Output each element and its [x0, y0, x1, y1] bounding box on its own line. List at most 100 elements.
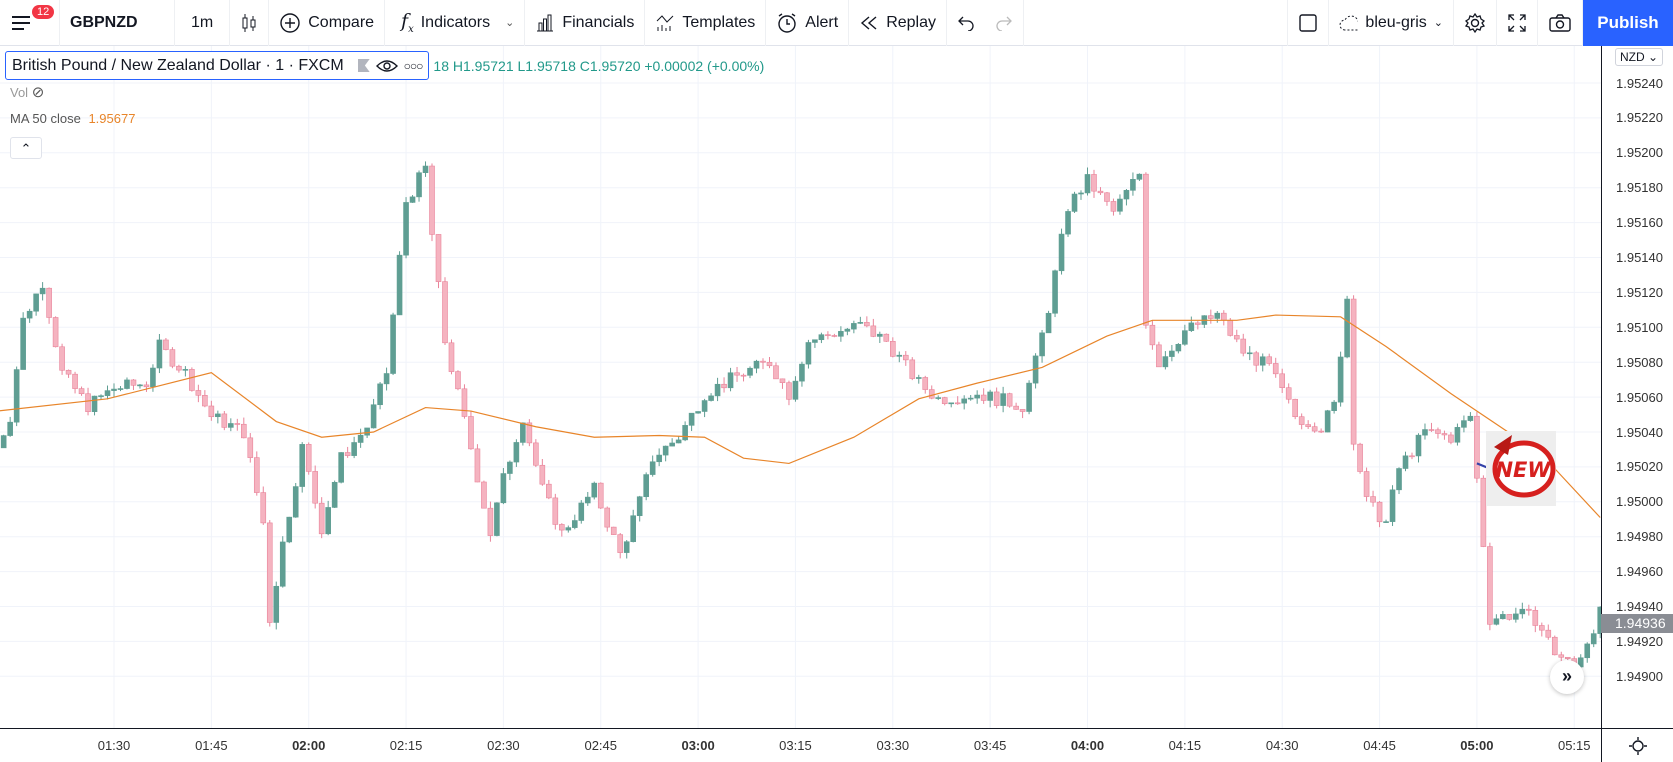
candle-body — [78, 388, 85, 395]
candle-body — [20, 317, 26, 370]
price-axis[interactable]: 1.95240 1.95220 1.95200 1.95180 1.95160 1.951… — [1601, 46, 1673, 728]
layout-toggle-button[interactable] — [1287, 0, 1329, 46]
candle-body — [805, 342, 812, 365]
candle-body — [818, 334, 825, 341]
candle-body — [533, 442, 539, 466]
collapse-legend-button[interactable]: ⌃ — [10, 137, 42, 159]
symbol-search-button[interactable]: GBPNZD — [60, 0, 175, 46]
ma-indicator[interactable]: MA 50 close 1.95677 — [10, 111, 135, 126]
candle-body — [234, 423, 241, 425]
candle-body — [1285, 387, 1292, 400]
current-price-label: 1.94936 — [1601, 614, 1673, 633]
candle-body — [507, 461, 513, 474]
candle-body — [851, 323, 857, 330]
price-tick: 1.94900 — [1616, 668, 1663, 684]
chart-canvas[interactable]: NEW — [0, 46, 1601, 728]
candle-body — [571, 520, 578, 528]
candle-body — [766, 361, 773, 367]
candle-body — [513, 442, 520, 463]
candle-body — [1376, 501, 1383, 523]
candle-body — [500, 473, 507, 504]
candle-body — [1240, 338, 1247, 354]
candle-body — [435, 234, 442, 282]
volume-indicator[interactable]: Vol ⊘ — [10, 83, 44, 101]
time-axis[interactable]: 01:30 01:45 02:00 02:15 02:30 02:45 03:00 03:15… — [0, 728, 1601, 762]
candle-body — [909, 359, 916, 379]
interval-button[interactable]: 1m — [175, 0, 231, 46]
fullscreen-button[interactable] — [1497, 0, 1538, 46]
candle-body — [779, 378, 786, 383]
flag-icon[interactable] — [357, 59, 370, 72]
alert-button[interactable]: Alert — [766, 0, 850, 46]
candle-body — [1039, 332, 1045, 357]
candle-body — [98, 395, 104, 397]
candle-body — [831, 335, 838, 337]
symbol-title-box[interactable]: British Pound / New Zealand Dollar · 1 ·… — [5, 51, 430, 80]
chart-legend: British Pound / New Zealand Dollar · 1 ·… — [5, 51, 764, 80]
layout-select[interactable]: bleu-gris ⌄ — [1329, 0, 1454, 46]
candle-body — [1182, 330, 1188, 345]
candle-body — [844, 328, 851, 332]
candle-body — [442, 281, 448, 344]
candle-body — [864, 322, 870, 327]
redo-button[interactable] — [985, 0, 1024, 46]
eye-off-icon[interactable]: ⊘ — [31, 84, 45, 101]
screenshot-button[interactable] — [1538, 0, 1583, 46]
candle-body — [610, 526, 617, 535]
top-toolbar: 12 GBPNZD 1m Compare fx Indicators ⌄ Fin… — [0, 0, 1673, 46]
candle-body — [1220, 312, 1227, 321]
compare-label: Compare — [308, 13, 375, 31]
candle-body — [1383, 521, 1389, 523]
candle-body — [1266, 356, 1273, 364]
candle-body — [695, 411, 701, 414]
chart-settings-button[interactable] — [1601, 728, 1673, 762]
candle-body — [734, 372, 740, 376]
ma50-line — [0, 314, 1601, 518]
replay-label: Replay — [886, 13, 936, 31]
candle-body — [195, 390, 202, 396]
publish-button[interactable]: Publish — [1583, 0, 1673, 46]
candle-body — [708, 395, 714, 401]
indicators-button[interactable]: fx Indicators ⌄ — [385, 0, 526, 46]
chevron-down-icon[interactable]: ⌄ — [505, 17, 515, 29]
scroll-to-realtime-button[interactable]: » — [1550, 660, 1584, 694]
candle-body — [656, 454, 662, 463]
new-sticker: NEW — [1486, 431, 1556, 506]
candle-body — [552, 497, 559, 525]
candle-body — [1208, 315, 1214, 319]
time-tick: 02:30 — [487, 738, 520, 753]
candle-body — [630, 515, 637, 543]
candle-body — [403, 202, 409, 256]
menu-button[interactable]: 12 — [0, 0, 60, 46]
templates-button[interactable]: Templates — [645, 0, 767, 46]
grid — [0, 46, 1601, 728]
financials-button[interactable]: Financials — [525, 0, 646, 46]
candle-body — [377, 383, 383, 406]
more-options-icon[interactable]: ○○○ — [403, 58, 424, 73]
candle-body — [1526, 608, 1532, 611]
candle-body — [623, 541, 630, 553]
candle-body — [1545, 629, 1552, 638]
undo-button[interactable] — [947, 0, 985, 46]
candle-body — [675, 439, 682, 444]
candle-body — [33, 293, 39, 312]
candle-body — [688, 412, 695, 426]
candle-body — [65, 369, 72, 375]
candle-body — [1149, 324, 1156, 346]
settings-button[interactable] — [1454, 0, 1497, 46]
compare-button[interactable]: Compare — [269, 0, 386, 46]
chart-type-button[interactable] — [230, 0, 270, 46]
candle-body — [597, 482, 604, 509]
replay-button[interactable]: Replay — [849, 0, 947, 46]
currency-select[interactable]: NZD ⌄ — [1615, 48, 1664, 66]
candle-body — [877, 333, 883, 337]
candle-body — [455, 371, 461, 390]
eye-icon[interactable] — [375, 58, 398, 74]
chevron-down-icon: ⌄ — [1648, 50, 1659, 64]
candle-body — [889, 341, 896, 357]
candle-body — [1091, 174, 1097, 192]
candle-body — [1363, 471, 1370, 497]
candle-body — [1065, 211, 1071, 235]
plus-circle-icon — [280, 12, 300, 33]
financials-label: Financials — [562, 13, 635, 31]
